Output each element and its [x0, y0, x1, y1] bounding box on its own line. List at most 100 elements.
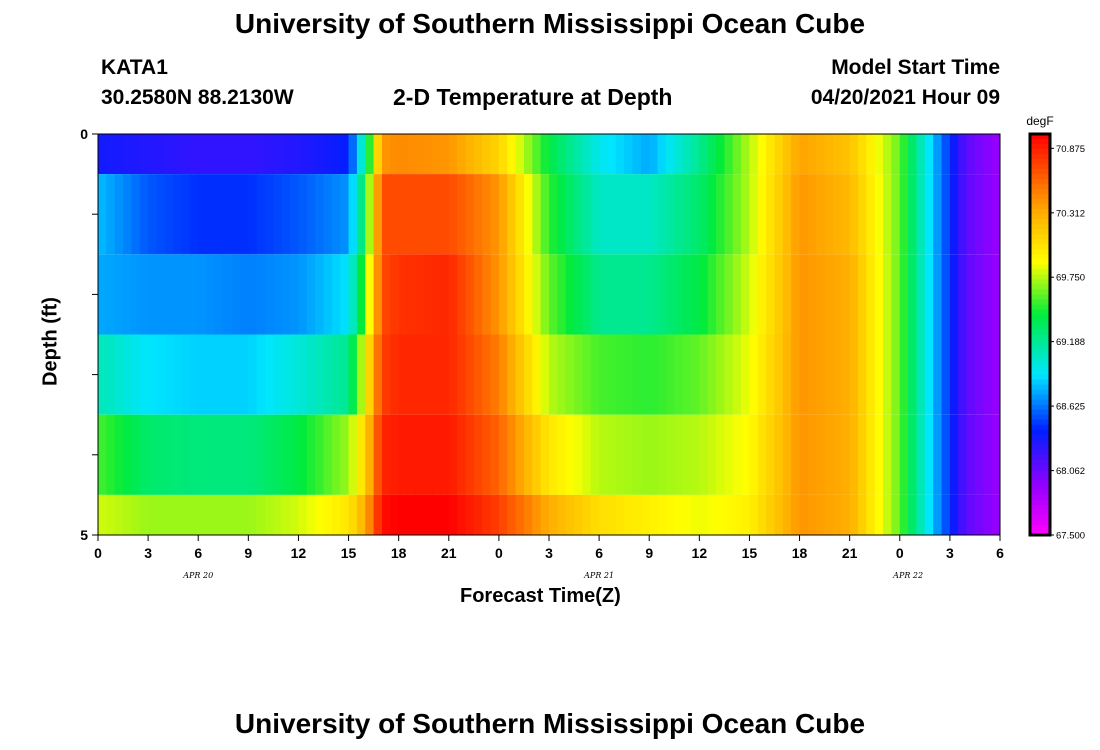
colorbar-tick-label: 69.188 — [1056, 337, 1085, 348]
heatmap-cell — [841, 174, 851, 255]
heatmap-cell — [799, 414, 809, 495]
x-tick-label: 9 — [645, 545, 653, 561]
heatmap-cell — [239, 174, 249, 255]
heatmap-cell — [315, 134, 325, 175]
heatmap-cell — [983, 254, 993, 335]
heatmap-cell — [933, 174, 943, 255]
heatmap-cell — [290, 494, 300, 535]
heatmap-cell — [674, 414, 684, 495]
heatmap-cell — [899, 134, 909, 175]
y-tick-label: 0 — [80, 126, 88, 142]
heatmap-cell — [407, 414, 416, 495]
heatmap-cell — [432, 334, 442, 415]
heatmap-cell — [741, 334, 751, 415]
heatmap-cell — [799, 334, 809, 415]
heatmap-cell — [816, 174, 826, 255]
heatmap-cell — [565, 174, 575, 255]
heatmap-cell — [866, 494, 876, 535]
heatmap-cell — [298, 494, 308, 535]
heatmap-cell — [532, 494, 542, 535]
heatmap-cell — [757, 494, 767, 535]
heatmap-cell — [365, 494, 375, 535]
heatmap-cell — [231, 134, 241, 175]
heatmap-cell — [757, 414, 767, 495]
heatmap-cell — [448, 134, 458, 175]
heatmap-cell — [98, 254, 107, 335]
heatmap-cell — [649, 334, 659, 415]
heatmap-cell — [248, 494, 258, 535]
heatmap-cell — [924, 334, 934, 415]
heatmap-cell — [632, 334, 642, 415]
heatmap-cell — [657, 494, 667, 535]
heatmap-cell — [340, 414, 350, 495]
x-tick-label: 18 — [391, 545, 407, 561]
heatmap-cell — [590, 174, 600, 255]
heatmap-cell — [599, 174, 609, 255]
heatmap-cell — [457, 134, 467, 175]
heatmap-cell — [816, 334, 826, 415]
heatmap-cell — [407, 334, 416, 415]
heatmap-cell — [248, 334, 258, 415]
x-tick-label: 9 — [244, 545, 252, 561]
heatmap-cell — [824, 134, 834, 175]
colorbar-swatch — [1030, 494, 1050, 501]
heatmap-cell — [465, 254, 475, 335]
heatmap-cell — [381, 174, 391, 255]
heatmap-cell — [256, 414, 266, 495]
heatmap-cell — [415, 414, 425, 495]
heatmap-cell — [582, 254, 592, 335]
heatmap-cell — [490, 174, 500, 255]
heatmap-cell — [98, 334, 107, 415]
station-id: KATA1 — [101, 56, 168, 79]
heatmap-cell — [832, 334, 842, 415]
colorbar-swatch — [1030, 179, 1050, 185]
heatmap-cell — [574, 134, 584, 175]
heatmap-cell — [223, 254, 233, 335]
colorbar-swatch — [1030, 169, 1050, 175]
heatmap-cell — [665, 334, 675, 415]
heatmap-cell — [273, 134, 283, 175]
heatmap-cell — [891, 174, 901, 255]
x-tick-label: 21 — [441, 545, 457, 561]
heatmap-cell — [832, 254, 842, 335]
heatmap-cell — [674, 254, 684, 335]
heatmap-cell — [223, 494, 233, 535]
heatmap-cell — [482, 134, 492, 175]
heatmap-cell — [933, 334, 943, 415]
heatmap-cell — [156, 254, 166, 335]
colorbar-swatch — [1030, 144, 1050, 150]
heatmap-cell — [457, 174, 467, 255]
heatmap-cell — [941, 254, 951, 335]
heatmap-cell — [590, 134, 600, 175]
heatmap-cell — [632, 174, 642, 255]
heatmap-cell — [607, 134, 617, 175]
colorbar-swatch — [1030, 314, 1050, 321]
heatmap-cell — [574, 254, 584, 335]
colorbar-tick-label: 69.750 — [1056, 273, 1085, 284]
heatmap-cell — [640, 334, 650, 415]
heatmap-cell — [732, 494, 742, 535]
heatmap-cell — [356, 494, 366, 535]
heatmap-cell — [273, 174, 283, 255]
heatmap-cell — [832, 494, 842, 535]
colorbar-swatch — [1030, 364, 1050, 371]
heatmap-cell — [816, 254, 826, 335]
heatmap-cell — [148, 254, 158, 335]
heatmap-cell — [390, 494, 400, 535]
heatmap-cell — [373, 494, 383, 535]
heatmap-cell — [223, 174, 233, 255]
heatmap-cell — [540, 414, 550, 495]
heatmap-cell — [473, 254, 483, 335]
heatmap-cell — [849, 134, 859, 175]
heatmap-cell — [991, 174, 1000, 255]
heatmap-cell — [306, 174, 316, 255]
heatmap-cell — [883, 334, 893, 415]
page-title-top: University of Southern Mississippi Ocean… — [234, 8, 866, 39]
heatmap-cell — [624, 174, 634, 255]
heatmap-cell — [540, 254, 550, 335]
heatmap-cell — [415, 174, 425, 255]
heatmap-cell — [574, 494, 584, 535]
heatmap-cell — [682, 134, 692, 175]
heatmap-cell — [315, 334, 325, 415]
heatmap-cell — [523, 254, 533, 335]
